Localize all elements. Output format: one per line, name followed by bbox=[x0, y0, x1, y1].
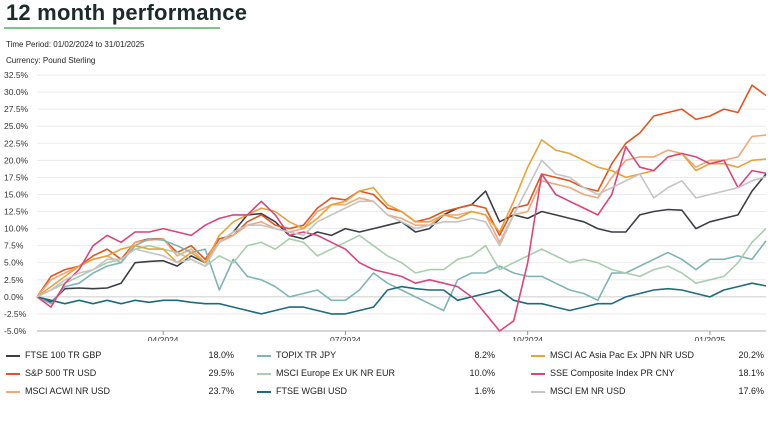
y-tick-label: 15.0% bbox=[4, 189, 29, 199]
legend-label: MSCI ACWI NR USD bbox=[25, 386, 111, 396]
y-tick-label: 25.0% bbox=[4, 121, 29, 131]
chart-grid bbox=[37, 74, 766, 332]
performance-chart: -5.0% -2.5% 0.0% 2.5% 5.0% 7.5% 10.0% 12.5% 15.0… bbox=[4, 70, 767, 341]
x-tick-label: 01/2025 bbox=[695, 335, 726, 341]
legend-item: FTSE 100 TR GBP 18.0% bbox=[6, 349, 234, 363]
series-line-topix-tr-jpy bbox=[36, 238, 767, 312]
legend-label: MSCI Europe Ex UK NR EUR bbox=[276, 368, 396, 378]
x-axis: 04/2024 07/2024 10/2024 01/2025 bbox=[148, 331, 726, 341]
legend-item: MSCI EM NR USD 17.6% bbox=[531, 385, 764, 399]
y-tick-label: -2.5% bbox=[4, 309, 27, 319]
series-line-sse-composite-index-pr-cny bbox=[36, 145, 767, 332]
legend-item: SSE Composite Index PR CNY 18.1% bbox=[531, 367, 764, 381]
legend-swatch bbox=[6, 391, 20, 393]
legend-item: MSCI Europe Ex UK NR EUR 10.0% bbox=[257, 367, 495, 381]
series-line-msci-em-nr-usd bbox=[36, 159, 767, 298]
legend-label: S&P 500 TR USD bbox=[25, 368, 97, 378]
legend-value: 17.6% bbox=[738, 386, 764, 396]
legend-label: MSCI AC Asia Pac Ex JPN NR USD bbox=[550, 350, 695, 360]
y-tick-label: 22.5% bbox=[4, 138, 29, 148]
y-tick-label: 27.5% bbox=[4, 104, 29, 114]
legend-swatch bbox=[531, 373, 545, 375]
series-line-ftse-wgbi-usd bbox=[36, 282, 767, 315]
x-tick-label: 04/2024 bbox=[148, 335, 179, 341]
legend-swatch bbox=[257, 355, 271, 357]
y-tick-label: 5.0% bbox=[4, 258, 24, 268]
legend-item: MSCI AC Asia Pac Ex JPN NR USD 20.2% bbox=[531, 349, 764, 363]
legend-value: 20.2% bbox=[738, 350, 764, 360]
legend-item: S&P 500 TR USD 29.5% bbox=[6, 367, 234, 381]
y-tick-label: 30.0% bbox=[4, 87, 29, 97]
series-line-s-p-500-tr-usd bbox=[36, 84, 767, 298]
legend-swatch bbox=[257, 373, 271, 375]
legend-value: 29.5% bbox=[208, 368, 234, 378]
series-line-msci-europe-ex-uk-nr-eur bbox=[36, 228, 767, 298]
legend-swatch bbox=[6, 373, 20, 375]
legend-item: MSCI ACWI NR USD 23.7% bbox=[6, 385, 234, 399]
time-period: Time Period: 01/02/2024 to 31/01/2025 bbox=[6, 40, 145, 49]
chart-legend: FTSE 100 TR GBP 18.0% S&P 500 TR USD 29.5% M… bbox=[6, 341, 770, 421]
y-tick-label: 2.5% bbox=[4, 275, 24, 285]
legend-label: TOPIX TR JPY bbox=[276, 350, 337, 360]
series-line-ftse-100-tr-gbp bbox=[36, 173, 767, 304]
legend-label: SSE Composite Index PR CNY bbox=[550, 368, 675, 378]
page-title: 12 month performance bbox=[6, 0, 248, 25]
x-tick-label: 07/2024 bbox=[330, 335, 361, 341]
y-tick-label: 17.5% bbox=[4, 172, 29, 182]
series-line-msci-ac-asia-pac-ex-jpn-nr-usd bbox=[36, 139, 767, 298]
title-underline bbox=[4, 27, 220, 29]
legend-label: MSCI EM NR USD bbox=[550, 386, 626, 396]
y-tick-label: -5.0% bbox=[4, 326, 27, 336]
legend-label: FTSE 100 TR GBP bbox=[25, 350, 102, 360]
legend-swatch bbox=[531, 391, 545, 393]
legend-label: FTSE WGBI USD bbox=[276, 386, 348, 396]
chart-series bbox=[36, 84, 767, 332]
legend-item: FTSE WGBI USD 1.6% bbox=[257, 385, 495, 399]
legend-swatch bbox=[257, 391, 271, 393]
legend-value: 8.2% bbox=[474, 350, 495, 360]
y-tick-label: 20.0% bbox=[4, 155, 29, 165]
y-tick-label: 32.5% bbox=[4, 70, 29, 80]
legend-swatch bbox=[531, 355, 545, 357]
y-tick-label: 7.5% bbox=[4, 241, 24, 251]
y-axis: -5.0% -2.5% 0.0% 2.5% 5.0% 7.5% 10.0% 12.5% 15.0… bbox=[4, 70, 29, 336]
legend-swatch bbox=[6, 355, 20, 357]
x-tick-label: 10/2024 bbox=[512, 335, 543, 341]
legend-value: 18.0% bbox=[208, 350, 234, 360]
legend-item: TOPIX TR JPY 8.2% bbox=[257, 349, 495, 363]
series-line-msci-acwi-nr-usd bbox=[36, 134, 767, 298]
y-tick-label: 10.0% bbox=[4, 224, 29, 234]
legend-value: 10.0% bbox=[469, 368, 495, 378]
currency: Currency: Pound Sterling bbox=[6, 56, 96, 65]
y-tick-label: 12.5% bbox=[4, 207, 29, 217]
legend-value: 23.7% bbox=[208, 386, 234, 396]
legend-value: 18.1% bbox=[738, 368, 764, 378]
y-tick-label: 0.0% bbox=[4, 292, 24, 302]
legend-value: 1.6% bbox=[474, 386, 495, 396]
